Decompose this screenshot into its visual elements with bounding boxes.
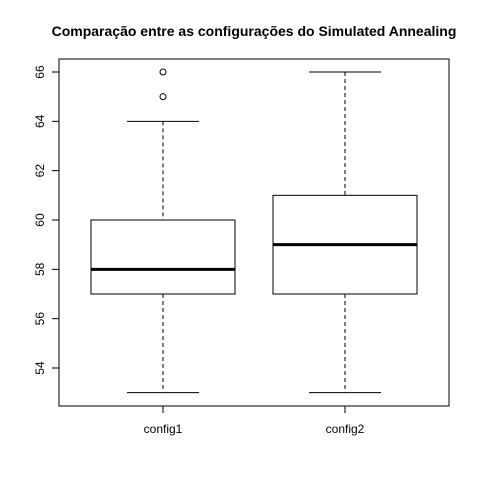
x-tick-label: config1	[144, 422, 183, 436]
y-tick-label: 54	[33, 361, 47, 375]
x-axis: config1 config2	[144, 405, 365, 436]
box-config1	[90, 68, 236, 394]
outlier-point	[159, 93, 167, 101]
y-axis: 54 56 58 60 62 64 66	[33, 65, 60, 375]
y-tick-label: 62	[33, 164, 47, 178]
x-tick-label: config2	[326, 422, 365, 436]
iqr-box	[90, 219, 236, 295]
box-config2	[272, 71, 418, 394]
y-tick-label: 56	[33, 312, 47, 326]
y-tick-label: 60	[33, 213, 47, 227]
y-tick-label: 58	[33, 262, 47, 276]
outlier-point	[159, 68, 167, 76]
y-tick-label: 66	[33, 65, 47, 79]
chart-title: Comparação entre as configurações do Sim…	[52, 23, 457, 39]
boxes-group	[90, 68, 418, 394]
y-tick-label: 64	[33, 114, 47, 128]
plot-frame	[58, 58, 450, 407]
